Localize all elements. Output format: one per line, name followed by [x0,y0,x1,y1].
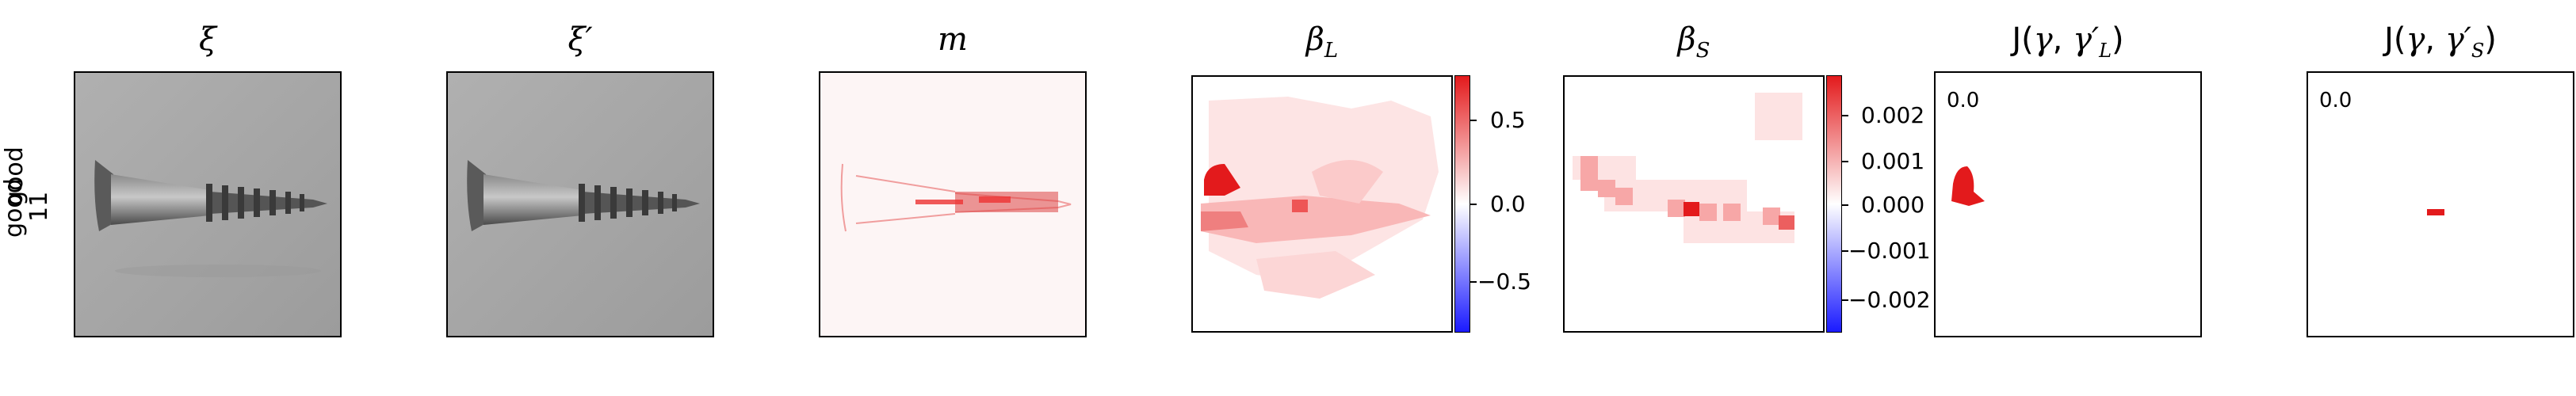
cbar-l-label-1: 0.0 [1490,191,1526,217]
panel-xi-prime [446,71,714,337]
screw-image-xi-prime [448,73,713,336]
colorbar-beta-l [1454,75,1470,333]
cbar-s-tick-4 [1842,299,1848,301]
title-xi-prime: ξ′ [568,21,593,58]
panel-m [819,71,1087,337]
cbar-l-tick-2 [1470,281,1477,283]
j-l-blob [1951,166,1985,206]
cbar-l-label-2: −0.5 [1477,268,1531,295]
row-label-group: good 11 [0,178,65,246]
panel-beta-s [1563,75,1825,333]
panel-beta-l [1191,75,1453,333]
cbar-l-label-0: 0.5 [1490,107,1526,133]
title-j-l: J(γ, γ′L) [2012,21,2124,62]
panel-xi [74,71,342,337]
beta-l-heatmap [1193,77,1451,331]
title-m: m [938,21,968,58]
j-s-value: 0.0 [2319,89,2352,112]
cbar-s-label-2: 0.000 [1861,192,1925,218]
cbar-s-tick-3 [1842,250,1848,252]
screw-image-xi [75,73,340,336]
row-label-line1-rot: good [0,178,28,238]
cbar-s-label-0: 0.002 [1861,102,1925,128]
cbar-l-tick-1 [1470,204,1477,205]
cbar-s-label-4: −0.002 [1848,287,1931,313]
title-j-s: J(γ, γ′S) [2384,21,2497,62]
j-s-blob [2427,209,2444,215]
cbar-s-tick-0 [1842,115,1848,116]
colorbar-beta-s [1826,75,1842,333]
title-beta-s: βS [1677,21,1710,63]
cbar-s-label-1: 0.001 [1861,148,1925,174]
row-label-line2-rot: 11 [25,191,53,222]
beta-s-heatmap [1565,77,1823,331]
panel-j-s: 0.0 [2307,71,2574,337]
title-beta-l: βL [1305,21,1339,63]
cbar-l-tick-0 [1470,120,1477,121]
difference-map [820,73,1085,336]
panel-j-l: 0.0 [1934,71,2202,337]
title-xi: ξ [198,21,217,58]
j-l-value: 0.0 [1947,89,1980,112]
cbar-s-label-3: −0.001 [1848,238,1931,264]
cbar-s-tick-2 [1842,204,1848,206]
cbar-s-tick-1 [1842,161,1848,162]
